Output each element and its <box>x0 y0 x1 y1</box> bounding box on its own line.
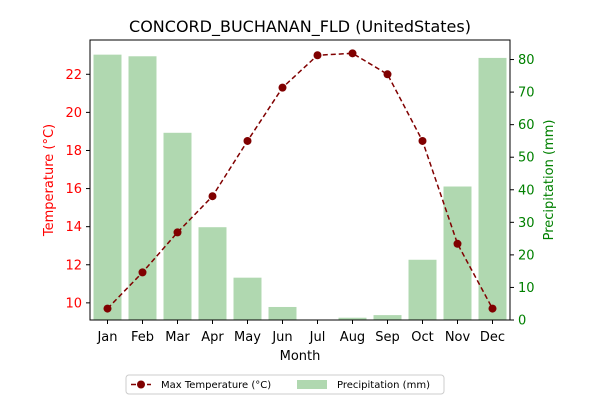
chart-title: CONCORD_BUCHANAN_FLD (UnitedStates) <box>129 17 471 37</box>
x-tick-label-sep: Sep <box>375 330 400 345</box>
x-tick-label-nov: Nov <box>445 330 471 345</box>
temperature-point-jun <box>278 83 287 92</box>
x-axis: Jan Feb Mar Apr May Jun Jul Aug Sep Oct Nov Dec <box>96 320 505 345</box>
temperature-point-apr <box>208 192 217 201</box>
y-right-tick-label-50: 50 <box>518 151 535 166</box>
legend-line-marker <box>137 380 145 389</box>
x-tick-label-apr: Apr <box>201 330 224 345</box>
y-right-tick-label-10: 10 <box>518 281 535 296</box>
temperature-point-may <box>243 136 252 145</box>
x-tick-label-aug: Aug <box>340 330 365 345</box>
precipitation-bar-oct <box>408 259 437 320</box>
y-left-tick-label-12: 12 <box>65 258 82 273</box>
y-left-tick-label-10: 10 <box>65 296 82 311</box>
x-tick-label-oct: Oct <box>411 330 433 345</box>
x-tick-label-may: May <box>234 330 261 345</box>
y-right-tick-label-40: 40 <box>518 183 535 198</box>
y-axis-right: 0 10 20 30 40 50 60 70 80 <box>510 53 535 329</box>
x-tick-label-jul: Jul <box>309 330 326 345</box>
temperature-point-sep <box>383 70 392 79</box>
y-left-tick-label-20: 20 <box>65 106 82 121</box>
temperature-point-oct <box>418 136 427 145</box>
temperature-point-dec <box>488 304 497 313</box>
y-axis-right-label: Precipitation (mm) <box>542 120 557 241</box>
y-right-tick-label-30: 30 <box>518 216 535 231</box>
precipitation-bar-dec <box>478 57 507 320</box>
temperature-point-jul <box>313 51 322 60</box>
temperature-line <box>103 49 497 313</box>
temperature-point-jan <box>103 304 112 313</box>
x-tick-label-dec: Dec <box>480 330 505 345</box>
precipitation-bar-jan <box>93 54 122 321</box>
plot-frame <box>89 39 511 321</box>
legend-label-precipitation: Precipitation (mm) <box>337 380 430 391</box>
y-right-tick-label-80: 80 <box>518 53 535 68</box>
precipitation-bar-aug <box>338 317 367 320</box>
y-left-tick-label-18: 18 <box>65 144 82 159</box>
legend-label-temperature: Max Temperature (°C) <box>161 380 271 391</box>
x-axis-label: Month <box>280 349 321 364</box>
y-left-tick-label-16: 16 <box>65 182 82 197</box>
legend-box <box>125 374 445 395</box>
y-right-tick-label-20: 20 <box>518 248 535 263</box>
temperature-point-nov <box>453 239 462 248</box>
y-right-tick-label-60: 60 <box>518 118 535 133</box>
x-tick-label-feb: Feb <box>131 330 154 345</box>
temperature-polyline <box>106 52 494 310</box>
precipitation-bar-may <box>233 277 262 320</box>
precipitation-bar-sep <box>373 315 402 320</box>
y-axis-left-label: Temperature (°C) <box>42 124 57 237</box>
y-right-tick-label-70: 70 <box>518 86 535 101</box>
x-tick-label-mar: Mar <box>165 330 190 345</box>
precipitation-bar-nov <box>443 186 472 320</box>
temperature-point-feb <box>138 268 147 277</box>
temperature-point-mar <box>173 228 182 237</box>
x-tick-label-jan: Jan <box>96 330 117 345</box>
y-left-tick-label-14: 14 <box>65 220 82 235</box>
precipitation-bars <box>93 54 507 321</box>
y-left-tick-label-22: 22 <box>65 68 82 83</box>
y-axis-left: 10 12 14 16 18 20 22 <box>65 68 90 311</box>
precipitation-bar-apr <box>198 227 227 320</box>
precipitation-bar-jun <box>268 306 297 320</box>
legend-bar-swatch <box>297 380 327 389</box>
precipitation-bar-mar <box>163 132 192 320</box>
legend: Max Temperature (°C) Precipitation (mm) <box>125 374 445 395</box>
precipitation-bar-feb <box>128 56 157 321</box>
x-tick-label-jun: Jun <box>271 330 292 345</box>
temperature-point-aug <box>348 49 357 58</box>
y-right-tick-label-0: 0 <box>518 314 526 329</box>
